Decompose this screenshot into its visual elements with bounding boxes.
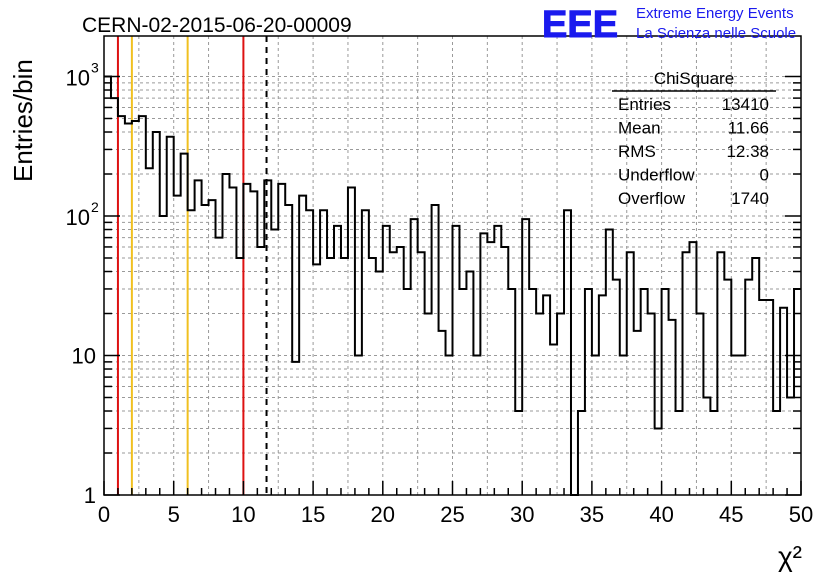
logo-eee: EEE	[542, 4, 618, 46]
x-tick-label: 15	[301, 502, 325, 527]
x-tick-label: 25	[440, 502, 464, 527]
logo-line-2: La Scienza nelle Scuole	[636, 25, 796, 42]
x-axis-label: χ²	[778, 541, 802, 572]
x-tick-label: 20	[371, 502, 395, 527]
y-tick-label: 10	[66, 66, 90, 91]
x-tick-label: 0	[98, 502, 110, 527]
x-tick-label: 40	[649, 502, 673, 527]
y-tick-exponent: 2	[91, 199, 99, 215]
y-tick-label: 1	[84, 483, 96, 508]
stats-label: Mean	[618, 119, 661, 138]
stats-box: ChiSquare Entries 13410 Mean 11.66 RMS 12.38 U…	[612, 69, 776, 208]
marker-lines	[116, 36, 268, 495]
stats-value: 12.38	[726, 142, 769, 161]
x-tick-label: 30	[510, 502, 534, 527]
stats-value: 0	[760, 166, 769, 185]
x-tick-label: 35	[580, 502, 604, 527]
x-tick-label: 10	[231, 502, 255, 527]
plot-frame	[103, 35, 802, 496]
y-axis-label: Entries/bin	[8, 59, 38, 182]
y-tick-label: 10	[66, 205, 90, 230]
chart-title: CERN-02-2015-06-20-00009	[82, 14, 352, 37]
x-tick-label: 50	[789, 502, 813, 527]
stats-label: Entries	[618, 95, 671, 114]
x-tick-label: 5	[168, 502, 180, 527]
stats-value: 1740	[731, 189, 769, 208]
x-tick-label: 45	[719, 502, 743, 527]
stats-value: 11.66	[728, 119, 769, 138]
stats-value: 13410	[722, 95, 769, 114]
axis-ticks	[103, 75, 802, 496]
logo-line-1: Extreme Energy Events	[636, 5, 794, 22]
histogram-series	[104, 75, 801, 496]
y-tick-exponent: 3	[91, 60, 99, 76]
stats-label: Overflow	[618, 189, 686, 208]
stats-label: RMS	[618, 142, 656, 161]
stats-title: ChiSquare	[654, 69, 734, 88]
stats-label: Underflow	[618, 166, 695, 185]
y-tick-label: 10	[72, 344, 96, 369]
